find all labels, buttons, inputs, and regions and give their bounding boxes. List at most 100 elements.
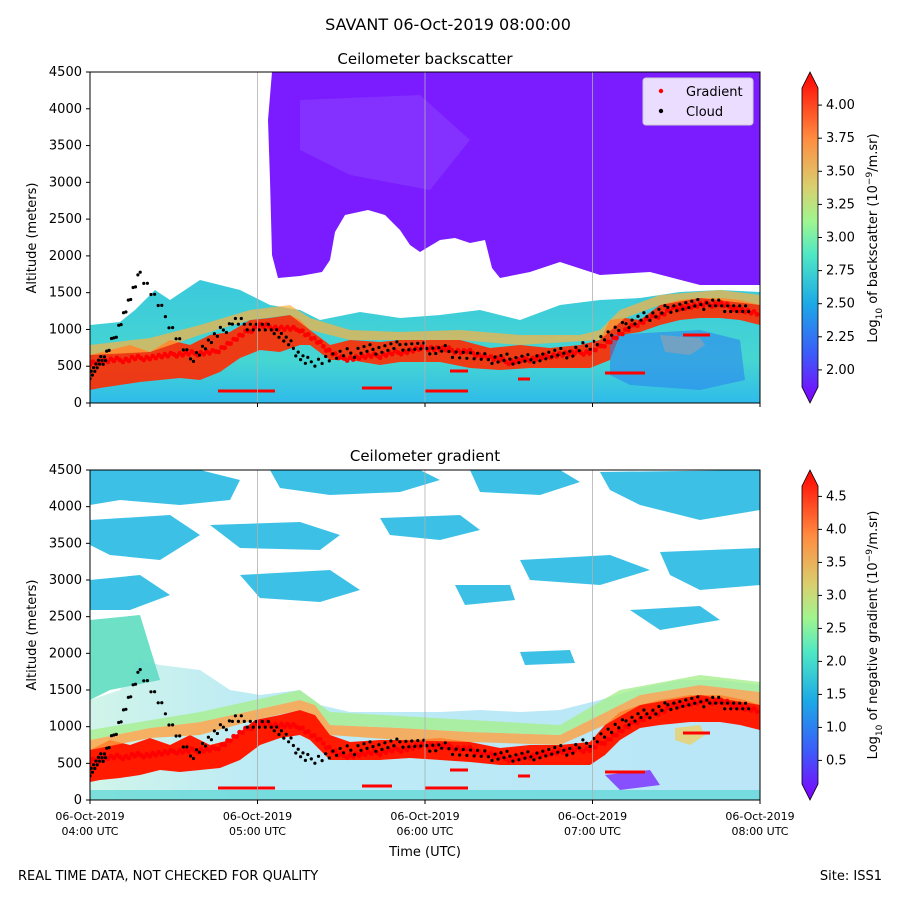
gradient-point xyxy=(305,332,311,337)
cloud-point xyxy=(215,334,219,338)
cloud-point xyxy=(153,292,157,296)
gradient-point xyxy=(234,337,240,342)
colorbar-label-sup: −9 xyxy=(865,172,875,186)
gradient-point xyxy=(368,751,374,757)
cloud-point xyxy=(687,703,691,707)
cloud-point xyxy=(191,359,196,363)
cloud-point xyxy=(287,740,291,744)
x-tick-time: 06:00 UTC xyxy=(396,825,453,838)
cloud-point xyxy=(126,298,130,302)
cloud-point xyxy=(511,759,515,763)
cloud-point xyxy=(450,752,455,757)
cloud-point xyxy=(145,281,149,285)
cloud-point xyxy=(547,350,551,354)
cloud-point xyxy=(174,337,178,341)
y-tick-label: 0 xyxy=(74,396,82,411)
cloud-point xyxy=(380,350,384,354)
cloud-point xyxy=(410,739,414,743)
cloud-point xyxy=(398,740,402,744)
gradient-point xyxy=(165,353,171,359)
gradient-point xyxy=(467,744,473,750)
cloud-point xyxy=(200,741,205,746)
cloud-point xyxy=(109,734,114,738)
cloud-point xyxy=(287,343,291,347)
cloud-point xyxy=(291,743,295,748)
backscatter-ylabel: Altitude (meters) xyxy=(25,183,40,294)
cloud-point xyxy=(699,700,703,704)
gradient-point xyxy=(377,752,383,758)
cloud-point xyxy=(588,347,592,351)
cloud-point xyxy=(413,744,417,749)
cloud-point xyxy=(702,705,706,709)
cloud-point xyxy=(153,690,157,694)
colorbar-tick-label: 2.50 xyxy=(826,297,855,312)
gradient-point xyxy=(608,737,613,742)
cloud-point xyxy=(723,707,727,711)
gradient-point xyxy=(120,359,126,365)
gradient-point xyxy=(383,750,389,756)
cloud-point xyxy=(404,739,408,744)
cloud-point xyxy=(532,758,536,762)
cloud-point xyxy=(124,707,128,711)
cloud-point xyxy=(320,759,324,763)
cloud-point xyxy=(726,304,730,308)
cloud-point xyxy=(529,755,533,759)
gradient-point xyxy=(165,750,171,756)
cloud-point xyxy=(215,731,219,736)
patch xyxy=(380,515,480,540)
cloud-point xyxy=(666,703,670,707)
cloud-point xyxy=(624,322,628,326)
gradient-point xyxy=(640,320,646,326)
gradient-point xyxy=(389,748,395,754)
colorbar-bar xyxy=(801,71,819,404)
cloud-point xyxy=(675,706,679,710)
gradient-segments-lower xyxy=(218,731,710,790)
cloud-point xyxy=(437,743,441,747)
cloud-point xyxy=(359,351,363,355)
gradient-point xyxy=(228,341,234,346)
colorbar-tick-label: 3.00 xyxy=(826,231,855,246)
cloud-point xyxy=(447,747,451,751)
y-tick-label: 4000 xyxy=(49,102,82,117)
cloud-point xyxy=(248,719,252,724)
cloud-point xyxy=(508,357,512,361)
gradient-point xyxy=(305,729,311,734)
colorbar-tick-label: 3.50 xyxy=(826,164,855,179)
cloud-point xyxy=(368,343,372,347)
cloud-point xyxy=(90,373,94,377)
gradient-point xyxy=(153,355,159,361)
cloud-point xyxy=(639,715,643,720)
cloud-point xyxy=(562,748,566,752)
cloud-point xyxy=(334,753,339,758)
cloud-point xyxy=(212,729,216,733)
cloud-point xyxy=(221,725,225,729)
quality-disclaimer: REAL TIME DATA, NOT CHECKED FOR QUALITY xyxy=(18,869,319,884)
cloud-point xyxy=(723,309,727,314)
cloud-point xyxy=(568,746,572,751)
cloud-point xyxy=(636,712,640,716)
cloud-point xyxy=(206,338,210,342)
cloud-point xyxy=(365,349,369,353)
cloud-point xyxy=(398,343,402,347)
colorbar-tick-label: 2.25 xyxy=(826,330,855,345)
cloud-point xyxy=(413,347,417,351)
cloud-point xyxy=(90,766,93,770)
cloud-point xyxy=(386,348,390,352)
cloud-point xyxy=(299,755,303,759)
cloud-point xyxy=(428,749,432,753)
cloud-point xyxy=(374,749,378,753)
cloud-point xyxy=(465,356,469,360)
y-tick-label: 3500 xyxy=(49,536,82,551)
cloud-point xyxy=(657,307,661,311)
cloud-point xyxy=(380,747,384,752)
cloud-point xyxy=(556,353,560,357)
cloud-point xyxy=(483,749,487,753)
cloud-point xyxy=(212,332,216,336)
backscatter-gridlines xyxy=(257,72,593,403)
cloud-point xyxy=(696,298,700,302)
cloud-point xyxy=(124,310,128,314)
cloud-point xyxy=(472,754,476,758)
cloud-point xyxy=(606,727,610,731)
colorbar-bar xyxy=(801,469,819,801)
cloud-point xyxy=(476,351,480,355)
